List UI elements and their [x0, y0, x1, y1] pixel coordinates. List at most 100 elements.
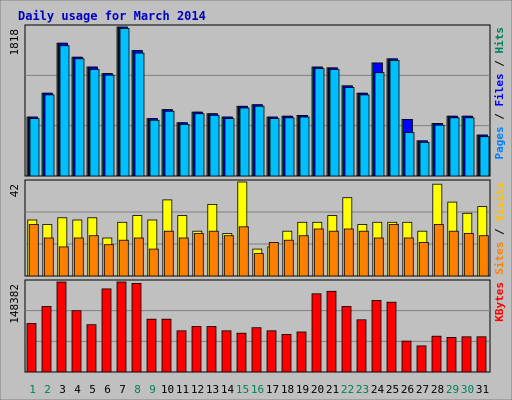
x-tick-label: 22	[341, 383, 354, 396]
bar-kbytes-5	[86, 324, 97, 373]
x-tick-label: 30	[461, 383, 474, 396]
bar-kbytes-16	[251, 327, 262, 373]
x-tick-label: 7	[119, 383, 126, 396]
bar-visits-4	[73, 237, 84, 277]
bar-kbytes-7	[116, 281, 127, 373]
bar-kbytes-19	[296, 331, 307, 373]
x-tick-label: 1	[29, 383, 36, 396]
legend-entry: /	[493, 222, 506, 242]
legend-entry: /	[493, 107, 506, 127]
bar-hits-30	[464, 117, 475, 177]
bar-visits-20	[313, 228, 324, 277]
bar-hits-6	[104, 74, 115, 177]
bar-visits-11	[178, 237, 189, 277]
x-tick-label: 9	[149, 383, 156, 396]
bar-hits-19	[299, 116, 310, 177]
x-tick-label: 18	[281, 383, 294, 396]
x-tick-label: 8	[134, 383, 141, 396]
bar-visits-24	[373, 237, 384, 277]
legend-entry: Pages	[493, 126, 506, 159]
bar-hits-4	[74, 58, 85, 177]
x-tick-label: 29	[446, 383, 459, 396]
x-tick-label: 3	[59, 383, 66, 396]
bar-kbytes-21	[326, 290, 337, 373]
bar-visits-22	[343, 228, 354, 277]
x-tick-label: 31	[476, 383, 489, 396]
bar-visits-27	[418, 241, 429, 277]
bar-visits-9	[148, 248, 159, 277]
bar-kbytes-11	[176, 330, 187, 373]
bar-hits-26	[404, 132, 415, 177]
x-tick-label: 5	[89, 383, 96, 396]
bar-visits-23	[358, 230, 369, 277]
legend-entry: /	[493, 54, 506, 74]
x-tick-label: 12	[191, 383, 204, 396]
x-tick-label: 4	[74, 383, 81, 396]
bar-visits-31	[478, 235, 489, 277]
bar-kbytes-25	[386, 301, 397, 373]
bar-kbytes-6	[101, 288, 112, 373]
bar-hits-8	[134, 52, 145, 177]
bar-kbytes-20	[311, 293, 322, 373]
bar-visits-3	[58, 246, 69, 277]
bar-hits-24	[374, 72, 385, 177]
panel-max-label: 148382	[8, 284, 21, 324]
bar-visits-1	[28, 224, 39, 277]
bar-kbytes-3	[56, 281, 67, 373]
bar-kbytes-24	[371, 299, 382, 373]
bar-hits-31	[479, 136, 490, 177]
chart-panels: 1818 Pages / Files / Hits 42 Sites / Visits…	[8, 24, 506, 373]
bar-kbytes-17	[266, 330, 277, 373]
x-tick-label: 25	[386, 383, 399, 396]
bar-hits-18	[284, 117, 295, 177]
bar-hits-29	[449, 117, 460, 177]
bar-hits-25	[389, 60, 400, 177]
bar-kbytes-15	[236, 332, 247, 373]
x-tick-label: 10	[161, 383, 174, 396]
bar-hits-22	[344, 87, 355, 177]
bar-kbytes-28	[431, 335, 442, 373]
x-tick-label: 6	[104, 383, 111, 396]
x-tick-label: 20	[311, 383, 324, 396]
x-axis-labels: 1 2 3 4 5 6 7 8 9 10 11 12 13 14 15 16 17 18 19 20 21 22 23 24 2…	[29, 383, 489, 396]
bar-hits-21	[329, 69, 340, 177]
legend-entry: Visits	[493, 182, 506, 222]
bar-kbytes-27	[416, 345, 427, 373]
bar-visits-13	[208, 230, 219, 277]
x-tick-label: 21	[326, 383, 339, 396]
bar-hits-17	[269, 118, 280, 177]
bar-hits-7	[119, 28, 130, 177]
panel-legend: Sites / Visits	[493, 182, 506, 275]
bar-visits-28	[433, 224, 444, 277]
x-tick-label: 23	[356, 383, 369, 396]
legend-entry: Files	[493, 73, 506, 106]
bar-kbytes-14	[221, 330, 232, 373]
bar-kbytes-9	[146, 318, 157, 373]
x-tick-label: 13	[206, 383, 219, 396]
bar-kbytes-26	[401, 340, 412, 373]
x-tick-label: 17	[266, 383, 279, 396]
bar-hits-28	[434, 124, 445, 177]
x-tick-label: 19	[296, 383, 309, 396]
bar-visits-30	[463, 233, 474, 277]
bar-kbytes-31	[476, 336, 487, 373]
bar-hits-9	[149, 119, 160, 177]
x-tick-label: 24	[371, 383, 385, 396]
chart-title: Daily usage for March 2014	[18, 9, 206, 23]
bar-kbytes-8	[131, 282, 142, 373]
bar-hits-11	[179, 124, 190, 177]
panel-visits: 42 Sites / Visits	[8, 179, 506, 277]
panel-legend: KBytes	[493, 282, 506, 322]
bar-kbytes-1	[26, 323, 37, 373]
bar-hits-27	[419, 141, 430, 177]
bar-hits-20	[314, 68, 325, 177]
bar-kbytes-2	[41, 306, 52, 373]
panel-max-label: 1818	[8, 29, 21, 56]
bar-visits-6	[103, 244, 114, 277]
x-tick-label: 11	[176, 383, 189, 396]
bar-visits-19	[298, 235, 309, 277]
bar-hits-16	[254, 105, 265, 177]
x-tick-label: 2	[44, 383, 51, 396]
bar-kbytes-10	[161, 318, 172, 373]
